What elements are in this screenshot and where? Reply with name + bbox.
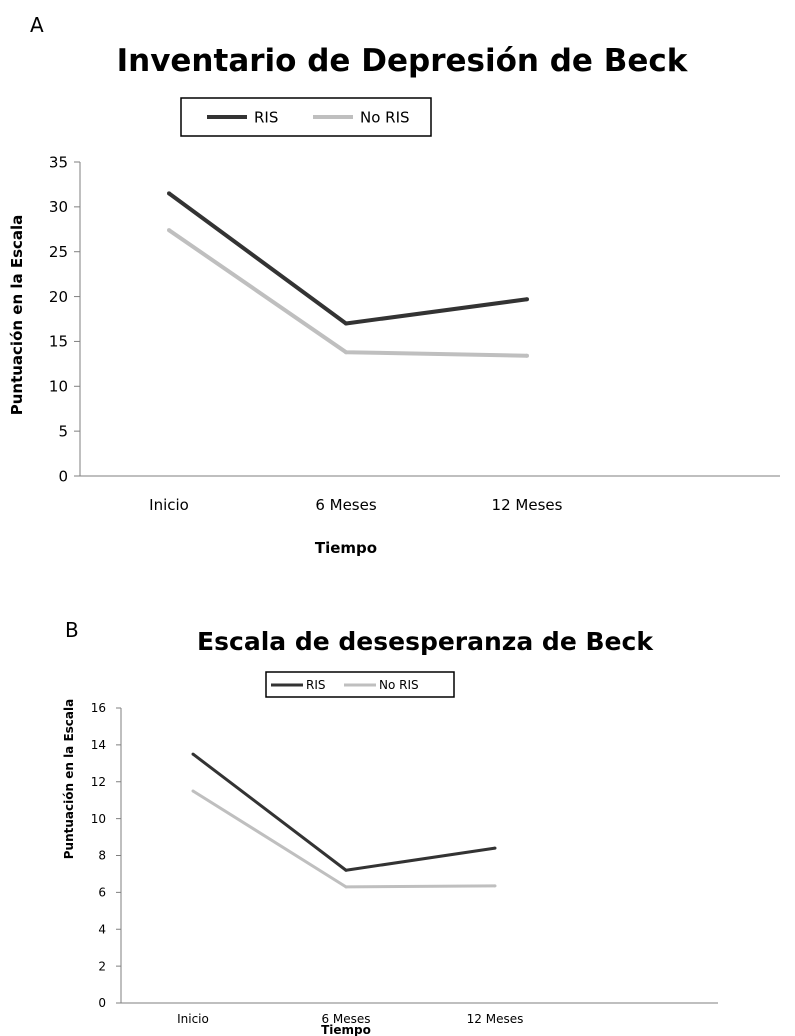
data-point <box>344 868 348 872</box>
y-tick-label: 0 <box>58 467 68 485</box>
legend-label: RIS <box>306 678 326 692</box>
data-point <box>344 350 348 355</box>
y-tick-label: 25 <box>49 243 68 261</box>
x-tick-label: 12 Meses <box>467 1012 524 1026</box>
chart-title: Inventario de Depresión de Beck <box>117 43 689 79</box>
y-tick-label: 10 <box>49 378 68 396</box>
data-point <box>191 789 195 793</box>
y-tick-label: 4 <box>98 922 106 936</box>
y-tick-label: 5 <box>58 422 68 440</box>
data-point <box>344 885 348 889</box>
panel-letter-a: A <box>30 13 44 37</box>
series-line-no-ris <box>167 228 528 358</box>
series-line-ris <box>192 752 496 872</box>
data-point <box>493 846 497 850</box>
y-tick-label: 6 <box>98 886 106 900</box>
x-tick-label: 6 Meses <box>321 1012 370 1026</box>
y-axis-label: Puntuación en la Escala <box>8 215 26 416</box>
y-tick-label: 0 <box>98 996 106 1010</box>
legend-label: RIS <box>254 108 278 126</box>
x-tick-label: Inicio <box>177 1012 209 1026</box>
y-tick-label: 14 <box>91 738 106 752</box>
legend-label: No RIS <box>379 678 419 692</box>
data-point <box>525 353 529 358</box>
chart-b: B Escala de desesperanza de Beck Puntuac… <box>62 618 718 1036</box>
y-tick-label: 12 <box>91 775 106 789</box>
legend-box <box>180 97 432 137</box>
data-point <box>167 228 171 233</box>
data-point <box>493 884 497 888</box>
x-tick-label: 6 Meses <box>315 496 377 514</box>
y-tick-label: 30 <box>49 198 68 216</box>
chart-title: Escala de desesperanza de Beck <box>197 627 654 656</box>
data-point <box>191 752 195 756</box>
data-point <box>344 321 348 326</box>
x-tick-label: 12 Meses <box>492 496 563 514</box>
y-tick-label: 15 <box>49 333 68 351</box>
y-axis-label: Puntuación en la Escala <box>62 699 76 859</box>
legend-box <box>265 671 455 698</box>
series-line-no-ris <box>192 789 496 889</box>
y-tick-label: 8 <box>98 849 106 863</box>
x-axis-label: Tiempo <box>321 1023 371 1036</box>
data-point <box>167 191 171 196</box>
chart-a: A Inventario de Depresión de Beck Puntua… <box>8 13 780 557</box>
legend: RIS No RIS <box>180 97 432 137</box>
y-tick-label: 35 <box>49 153 68 171</box>
x-axis-label: Tiempo <box>315 539 377 557</box>
data-point <box>525 297 529 302</box>
y-tick-label: 20 <box>49 288 68 306</box>
y-tick-label: 16 <box>91 701 106 715</box>
legend: RIS No RIS <box>265 671 455 698</box>
panel-letter-b: B <box>65 618 79 642</box>
legend-label: No RIS <box>360 108 410 126</box>
x-tick-label: Inicio <box>149 496 189 514</box>
series-line-ris <box>167 191 528 326</box>
y-tick-label: 10 <box>91 812 106 826</box>
y-tick-label: 2 <box>98 959 106 973</box>
